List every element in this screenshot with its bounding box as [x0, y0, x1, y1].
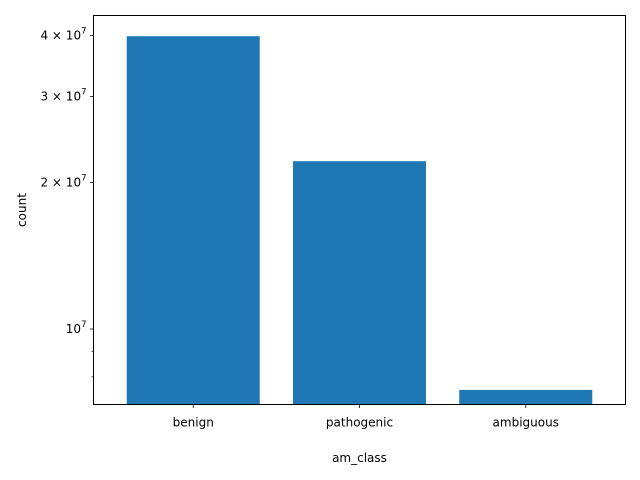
bar-pathogenic — [293, 161, 426, 405]
bars-layer — [126, 36, 593, 405]
y-tick-label-1: 2 × 107 — [40, 173, 86, 189]
plot-frame — [93, 15, 626, 405]
x-tick-label-pathogenic: pathogenic — [326, 416, 393, 430]
x-tick-label-benign: benign — [173, 416, 214, 430]
x-tick-label-ambiguous: ambiguous — [493, 416, 559, 430]
y-axis-label: count — [15, 193, 29, 227]
y-tick-label-3: 4 × 107 — [40, 27, 86, 43]
y-tick-label-2: 3 × 107 — [40, 88, 86, 104]
bar-ambiguous — [459, 389, 593, 405]
bar-benign — [126, 36, 260, 405]
ticks-layer: benign pathogenic ambiguous 107 2 × 107 3 × 1… — [40, 27, 558, 430]
y-tick-label-0: 107 — [66, 320, 87, 336]
x-axis-label: am_class — [332, 451, 387, 465]
